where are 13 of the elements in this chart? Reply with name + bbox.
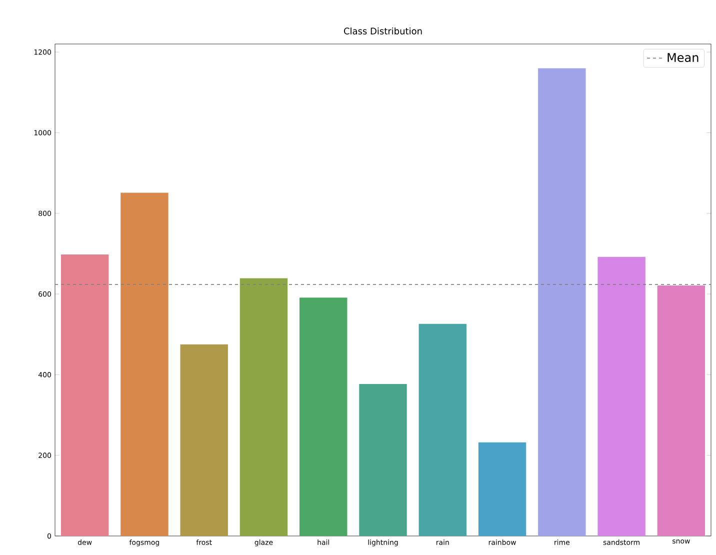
bar bbox=[300, 298, 348, 536]
bar bbox=[240, 278, 288, 536]
chart-title: Class Distribution bbox=[344, 28, 422, 34]
bar bbox=[120, 192, 168, 536]
bar bbox=[359, 384, 407, 536]
bar bbox=[478, 442, 526, 536]
legend-label: Mean bbox=[668, 53, 698, 62]
bar bbox=[418, 324, 466, 536]
bar bbox=[598, 256, 646, 536]
bar bbox=[60, 254, 109, 536]
bar bbox=[538, 68, 586, 536]
bar bbox=[657, 286, 706, 536]
bar bbox=[180, 344, 228, 536]
